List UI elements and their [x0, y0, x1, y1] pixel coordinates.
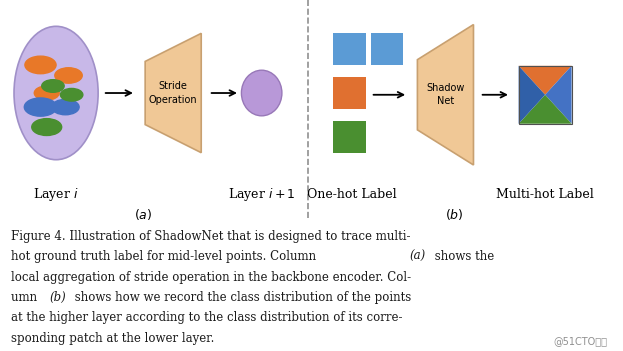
Text: (a): (a)	[410, 250, 426, 263]
Text: at the higher layer according to the class distribution of its corre-: at the higher layer according to the cla…	[11, 311, 402, 324]
Polygon shape	[545, 66, 572, 124]
Text: sponding patch at the lower layer.: sponding patch at the lower layer.	[11, 332, 214, 345]
Circle shape	[55, 68, 82, 83]
Polygon shape	[518, 95, 572, 124]
Text: (b): (b)	[50, 291, 67, 304]
Ellipse shape	[14, 26, 98, 160]
Circle shape	[42, 80, 64, 92]
Text: Layer $i$: Layer $i$	[33, 186, 79, 203]
Text: Shadow
Net: Shadow Net	[426, 83, 465, 106]
Polygon shape	[417, 25, 473, 165]
Bar	[371, 33, 403, 65]
Text: Layer $i+1$: Layer $i+1$	[228, 186, 295, 203]
Text: @51CTO博客: @51CTO博客	[553, 336, 607, 346]
Polygon shape	[145, 33, 201, 153]
Bar	[518, 66, 572, 124]
Text: umn: umn	[11, 291, 41, 304]
Circle shape	[34, 86, 59, 100]
Text: local aggregation of stride operation in the backbone encoder. Col-: local aggregation of stride operation in…	[11, 271, 411, 284]
Bar	[333, 33, 366, 65]
Bar	[333, 121, 366, 153]
Text: $(a)$: $(a)$	[134, 207, 153, 221]
Bar	[333, 77, 366, 109]
Circle shape	[24, 98, 57, 116]
Text: shows the: shows the	[430, 250, 494, 263]
Text: shows how we record the class distribution of the points: shows how we record the class distributi…	[72, 291, 412, 304]
Text: Stride
Operation: Stride Operation	[149, 81, 197, 105]
Text: hot ground truth label for mid-level points. Column: hot ground truth label for mid-level poi…	[11, 250, 320, 263]
Circle shape	[52, 99, 79, 115]
Text: Figure 4. Illustration of ShadowNet that is designed to trace multi-: Figure 4. Illustration of ShadowNet that…	[11, 230, 411, 243]
Circle shape	[25, 56, 56, 74]
Text: $(b)$: $(b)$	[445, 207, 464, 221]
Circle shape	[60, 88, 83, 101]
Circle shape	[32, 119, 62, 135]
Ellipse shape	[241, 70, 282, 116]
Text: One-hot Label: One-hot Label	[307, 188, 397, 201]
Polygon shape	[518, 66, 545, 124]
Polygon shape	[518, 66, 572, 95]
Text: Multi-hot Label: Multi-hot Label	[497, 188, 594, 201]
